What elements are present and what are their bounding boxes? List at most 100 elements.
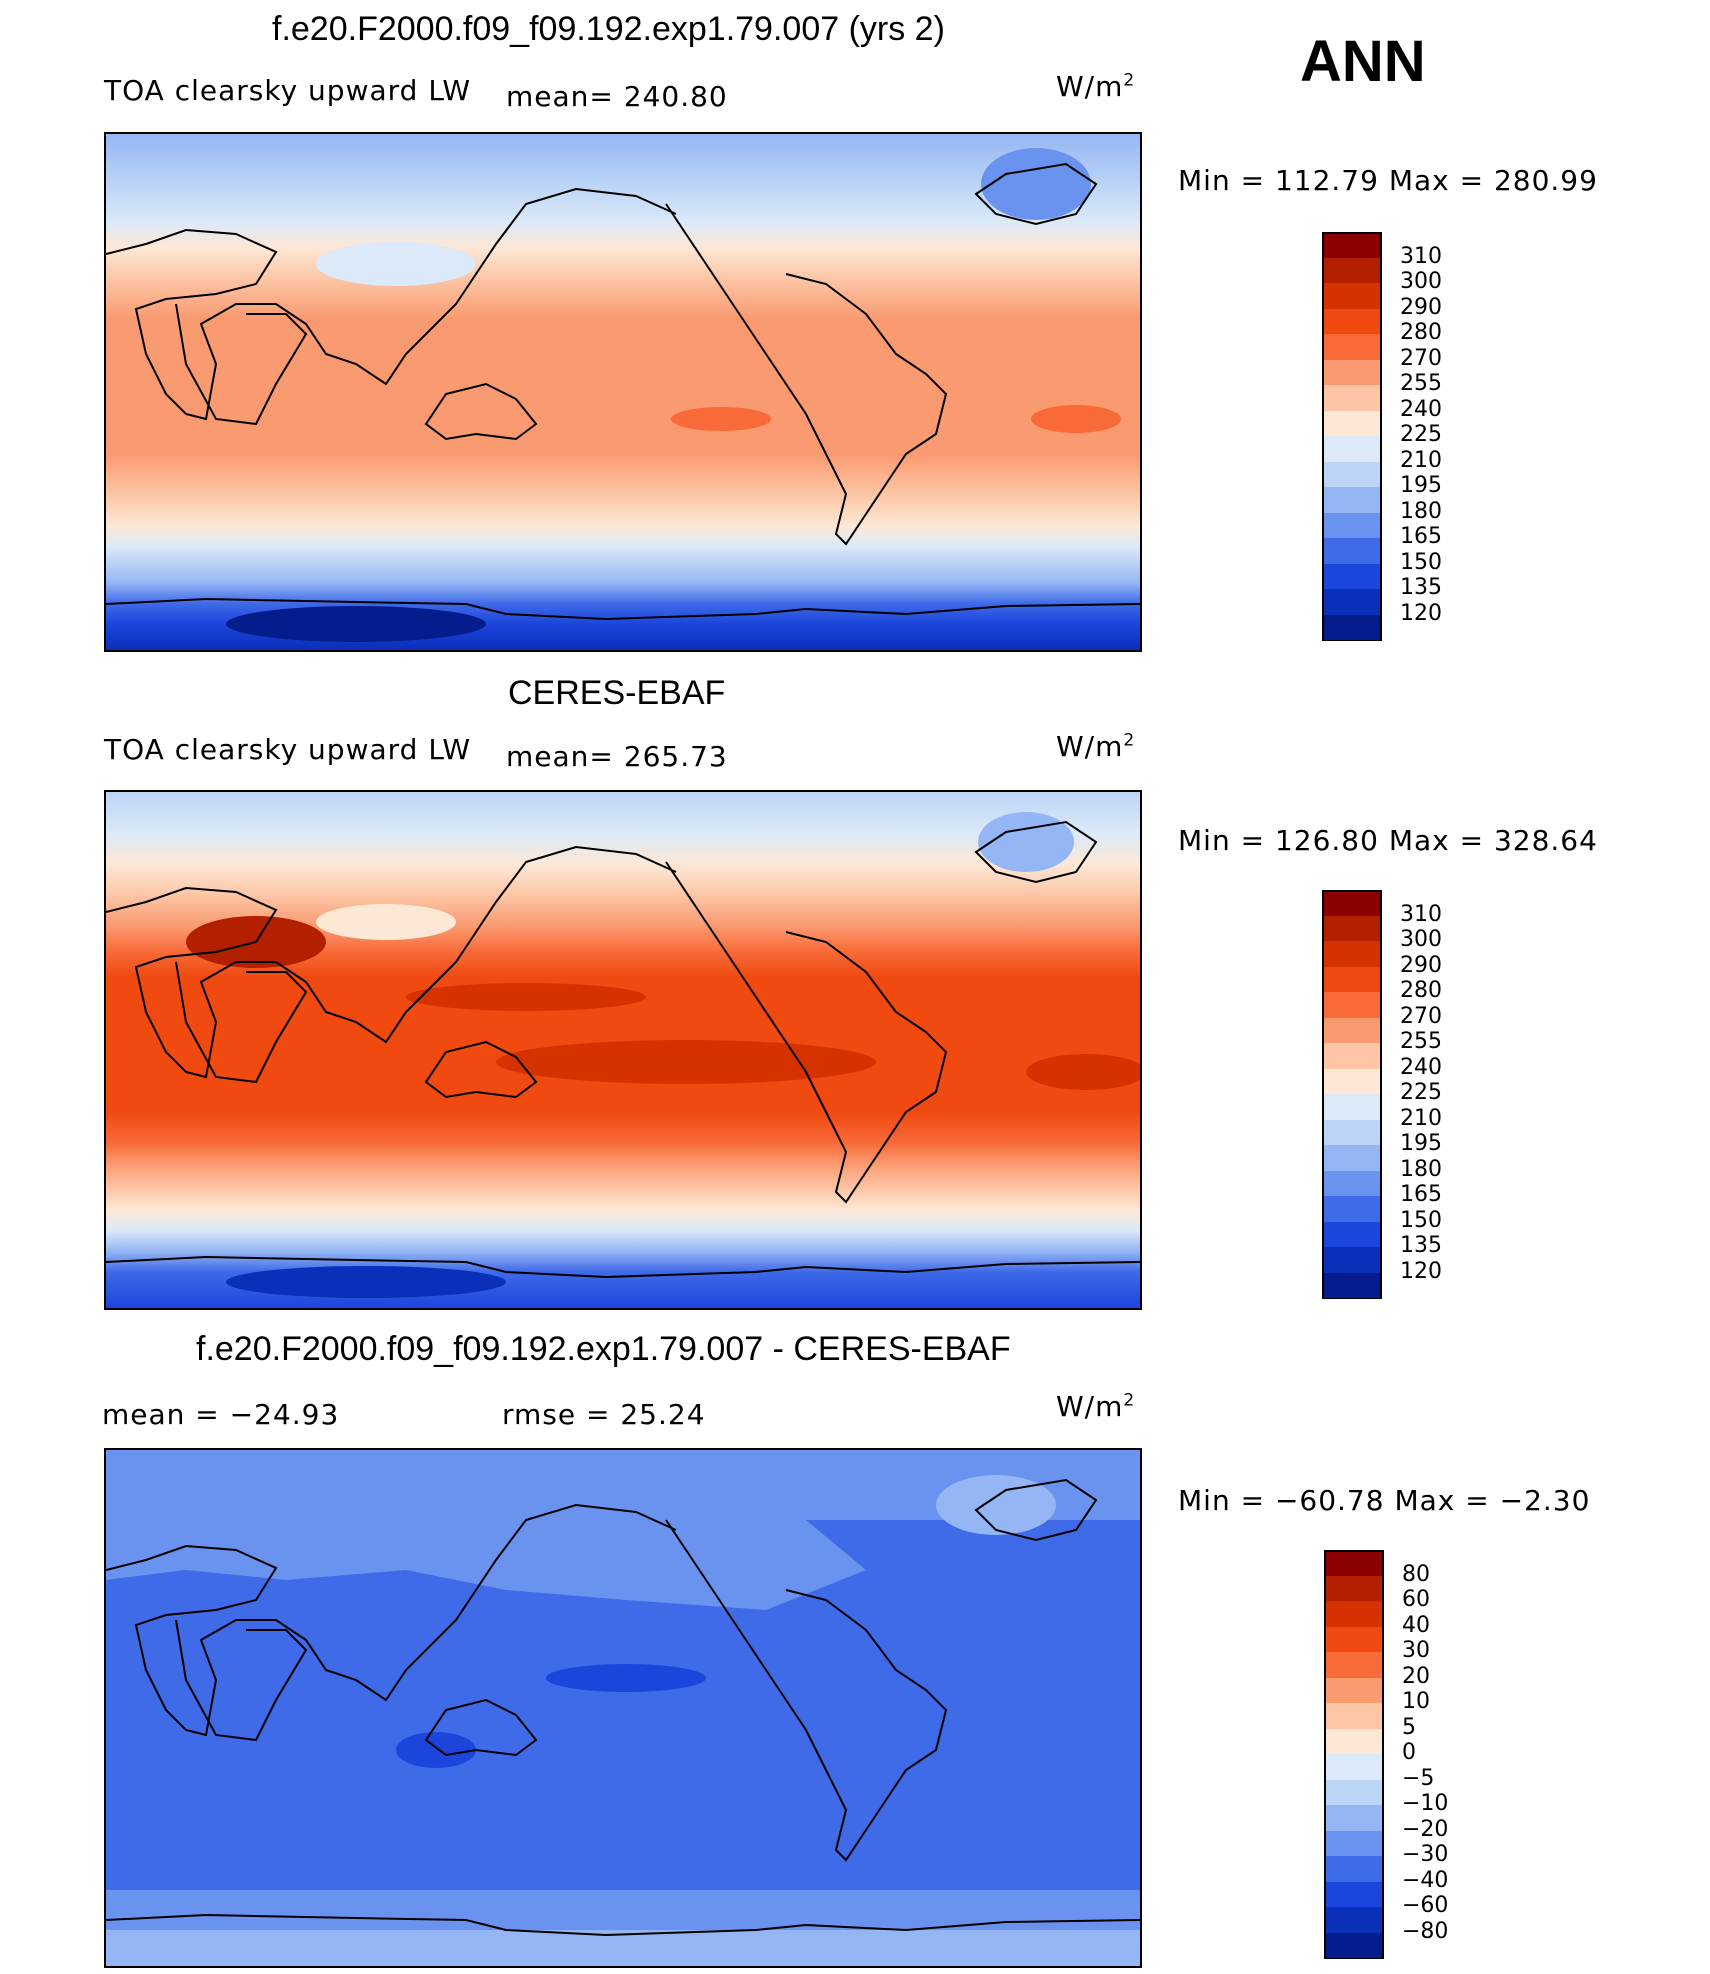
colorbar-tick-label: 165 <box>1400 1182 1442 1207</box>
season-label: ANN <box>1300 29 1426 94</box>
colorbar-box <box>1322 1170 1382 1197</box>
colorbar-box <box>1324 1830 1384 1857</box>
colorbar-box <box>1324 1677 1384 1704</box>
panel2-antarctic-min <box>226 1266 506 1298</box>
colorbar-box <box>1324 1626 1384 1653</box>
colorbar-tick-label: −20 <box>1402 1816 1449 1842</box>
panel2-colorbar: 310 300 290 280 270 255 240 225 210 195 180 165 150 1… <box>1322 890 1522 1300</box>
colorbar-tick-label: 310 <box>1400 901 1442 927</box>
panel1-minmax: Min = 112.79 Max = 280.99 <box>1178 164 1598 197</box>
colorbar-box <box>1322 359 1382 386</box>
colorbar-tick-label: −30 <box>1402 1842 1449 1867</box>
colorbar-box <box>1322 1247 1382 1274</box>
colorbar-box <box>1322 334 1382 361</box>
colorbar-box <box>1322 890 1382 917</box>
colorbar-tick-label: 290 <box>1400 952 1442 978</box>
colorbar-tick-label: 210 <box>1400 1105 1442 1131</box>
colorbar-tick-label: 40 <box>1402 1612 1430 1638</box>
panel3-coastlines <box>106 1478 1140 1937</box>
panel2-coastlines <box>106 820 1140 1279</box>
panel1-pacific-max <box>671 407 771 431</box>
panel2-pacific-max-south <box>496 1040 876 1084</box>
panel2-greenland <box>978 812 1074 872</box>
colorbar-box <box>1324 1575 1384 1602</box>
colorbar-tick-label: −5 <box>1402 1765 1435 1791</box>
colorbar-box <box>1322 1196 1382 1223</box>
colorbar-tick-label: 135 <box>1400 575 1442 600</box>
panel1-antarctic-min <box>226 606 486 642</box>
colorbar-tick-label: 120 <box>1400 600 1442 626</box>
colorbar-tick-label: 310 <box>1400 243 1442 269</box>
colorbar-box <box>1322 1145 1382 1172</box>
colorbar-box <box>1324 1779 1384 1806</box>
colorbar-box <box>1322 385 1382 412</box>
colorbar-box <box>1322 614 1382 641</box>
panel3-australia-min <box>396 1732 476 1768</box>
panel3-map <box>104 1448 1142 1968</box>
colorbar-box <box>1324 1652 1384 1679</box>
colorbar-box <box>1322 915 1382 942</box>
colorbar-box <box>1322 589 1382 616</box>
colorbar-box <box>1322 410 1382 437</box>
panel2-mean-label: mean= 265.73 <box>506 740 728 773</box>
colorbar-tick-label: 60 <box>1402 1587 1430 1612</box>
colorbar-tick-label: 195 <box>1400 473 1442 498</box>
panel1-map-svg <box>106 134 1140 650</box>
colorbar-box <box>1322 1094 1382 1121</box>
colorbar-tick-label: 255 <box>1400 1029 1442 1054</box>
colorbar-tick-label: 5 <box>1402 1714 1416 1740</box>
colorbar-tick-label: 20 <box>1402 1663 1430 1689</box>
colorbar-box <box>1322 461 1382 488</box>
panel3-map-svg <box>106 1450 1140 1966</box>
panel1-title: f.e20.F2000.f09_f09.192.exp1.79.007 (yrs… <box>272 10 945 48</box>
panel2-title: CERES-EBAF <box>508 674 726 712</box>
panel1-field <box>106 134 1140 650</box>
colorbar-tick-label: 210 <box>1400 447 1442 473</box>
colorbar-tick-label: 180 <box>1400 1156 1442 1182</box>
panel3-title: f.e20.F2000.f09_f09.192.exp1.79.007 - CE… <box>196 1330 1011 1368</box>
panel1-atlantic-max <box>1031 405 1121 433</box>
colorbar-box <box>1322 487 1382 514</box>
colorbar-box <box>1324 1728 1384 1755</box>
colorbar-tick-label: 255 <box>1400 371 1442 396</box>
colorbar-box <box>1322 1068 1382 1095</box>
colorbar-tick-label: 225 <box>1400 1080 1442 1105</box>
colorbar-tick-label: 150 <box>1400 1207 1442 1233</box>
colorbar-tick-label: −40 <box>1402 1867 1449 1893</box>
panel2-atlantic-max <box>1026 1054 1140 1090</box>
colorbar-box <box>1322 1017 1382 1044</box>
colorbar-tick-label: 30 <box>1402 1638 1430 1663</box>
panel3-units: W/m2 <box>1056 1390 1136 1423</box>
panel2-tibet-anomaly <box>316 904 456 940</box>
colorbar-box <box>1322 257 1382 284</box>
panel3-southern-band <box>106 1890 1140 1930</box>
colorbar-tick-label: −80 <box>1402 1918 1449 1944</box>
panel1-map <box>104 132 1142 652</box>
colorbar-tick-label: 150 <box>1400 549 1442 575</box>
panel3-pacific-min <box>546 1664 706 1692</box>
panel1-coastlines <box>106 162 1140 621</box>
colorbar-tick-label: −60 <box>1402 1893 1449 1918</box>
panel1-tibet-anomaly <box>316 242 476 286</box>
colorbar-tick-label: 180 <box>1400 498 1442 524</box>
panel3-colorbar: 80 60 40 30 20 10 5 0 −5 −10 −20 −30 −40 −60 −80 <box>1324 1550 1524 1960</box>
colorbar-box <box>1322 992 1382 1019</box>
colorbar-tick-label: 300 <box>1400 269 1442 294</box>
panel3-antarctic-band <box>106 1930 1140 1966</box>
colorbar-box <box>1324 1881 1384 1908</box>
colorbar-tick-label: 280 <box>1400 320 1442 345</box>
colorbar-box <box>1324 1932 1384 1959</box>
colorbar-tick-label: 195 <box>1400 1131 1442 1156</box>
colorbar-box <box>1324 1856 1384 1883</box>
colorbar-tick-label: 120 <box>1400 1258 1442 1284</box>
colorbar-tick-label: 225 <box>1400 422 1442 447</box>
colorbar-tick-label: 300 <box>1400 927 1442 952</box>
panel3-minmax: Min = −60.78 Max = −2.30 <box>1178 1484 1591 1517</box>
colorbar-box <box>1322 941 1382 968</box>
colorbar-box <box>1322 1043 1382 1070</box>
colorbar-box <box>1322 512 1382 539</box>
colorbar-tick-label: 10 <box>1402 1689 1430 1714</box>
colorbar-box <box>1324 1805 1384 1832</box>
panel1-colorbar: 310 300 290 280 270 255 240 225 210 195 180 165 150 1… <box>1322 232 1522 642</box>
colorbar-box <box>1324 1907 1384 1934</box>
